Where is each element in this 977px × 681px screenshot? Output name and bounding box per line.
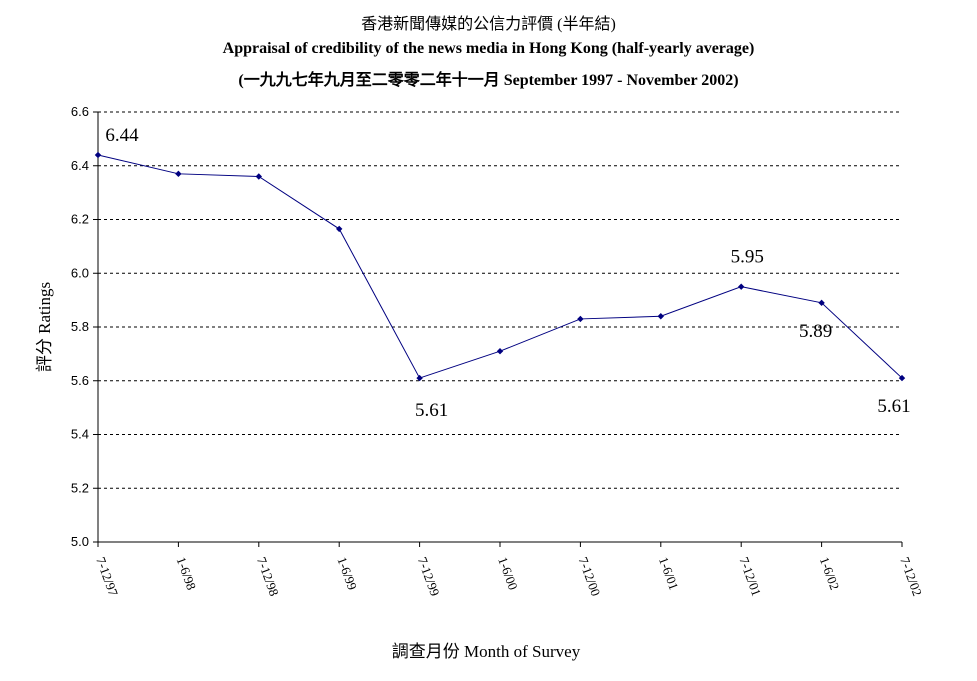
data-labels: 6.44 5.61 5.95 5.89 5.61 xyxy=(105,125,910,421)
data-point xyxy=(416,374,423,382)
data-point xyxy=(898,374,906,382)
data-point xyxy=(818,299,825,307)
series xyxy=(94,151,906,382)
x-tick-label: 7-12/97 xyxy=(93,555,121,599)
x-tick-labels: 7-12/97 1-6/98 7-12/98 1-6/99 7-12/99 1-6/00 7… xyxy=(93,555,925,599)
y-tick-label: 6.0 xyxy=(71,265,89,280)
y-tick-label: 5.8 xyxy=(71,319,89,334)
x-tick-label: 7-12/01 xyxy=(736,555,764,598)
x-tick-label: 1-6/99 xyxy=(334,555,360,592)
series-line xyxy=(97,154,903,379)
y-tick-label: 5.6 xyxy=(71,373,89,388)
x-tick-label: 7-12/99 xyxy=(415,555,443,598)
chart-subtitle-period: (一九九七年九月至二零零二年十一月 September 1997 - Novem… xyxy=(238,72,739,89)
y-tick-labels: 5.0 5.2 5.4 5.6 5.8 6.0 6.2 6.4 6.6 xyxy=(71,104,89,549)
chart-subtitle: Appraisal of credibility of the news med… xyxy=(222,40,755,57)
x-tick-label: 1-6/02 xyxy=(817,555,843,592)
data-point xyxy=(738,283,745,290)
y-axis-label: 評分 Ratings xyxy=(35,282,54,372)
data-point xyxy=(496,347,504,355)
data-point xyxy=(657,313,664,320)
data-point xyxy=(255,173,262,180)
data-label: 5.95 xyxy=(731,247,764,268)
data-label: 5.89 xyxy=(799,321,832,342)
chart-title: 香港新聞傳媒的公信力評價 (半年結) xyxy=(361,16,616,33)
data-point xyxy=(175,170,182,178)
y-tick-label: 6.2 xyxy=(71,212,89,227)
data-label: 5.61 xyxy=(877,396,910,417)
y-tick-label: 6.6 xyxy=(71,104,89,119)
x-tick-label: 7-12/02 xyxy=(897,555,925,598)
y-tick-label: 6.4 xyxy=(71,158,89,173)
gridlines xyxy=(98,111,902,489)
x-tick-label: 7-12/00 xyxy=(576,555,604,598)
y-tick-label: 5.0 xyxy=(71,534,89,549)
x-tick-label: 1-6/98 xyxy=(174,555,200,592)
data-label: 6.44 xyxy=(105,125,139,146)
axes xyxy=(93,111,903,547)
data-point xyxy=(336,225,343,233)
data-label: 5.61 xyxy=(415,400,448,421)
y-tick-label: 5.2 xyxy=(71,480,89,495)
x-tick-label: 7-12/98 xyxy=(254,555,282,598)
x-tick-label: 1-6/01 xyxy=(656,555,682,592)
x-axis-label: 調查月份 Month of Survey xyxy=(392,642,581,661)
x-tick-label: 1-6/00 xyxy=(495,555,521,592)
data-point xyxy=(577,315,584,323)
y-tick-label: 5.4 xyxy=(71,427,89,442)
data-point xyxy=(94,151,102,159)
